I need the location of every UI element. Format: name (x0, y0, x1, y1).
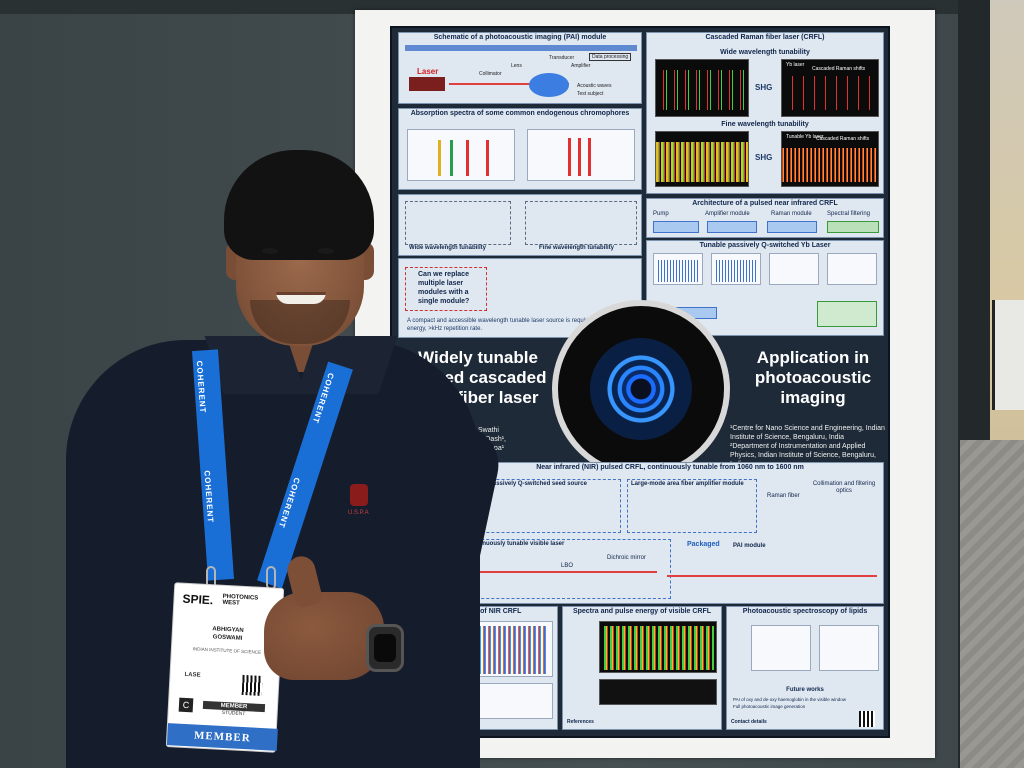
lbo-label: LBO (561, 563, 574, 569)
badge-footer: MEMBER (166, 723, 278, 751)
tunable-yb-label: Tunable Yb laser (786, 134, 824, 140)
fine-label: Fine wavelength tunability (539, 245, 615, 251)
data-processing-label: Data processing (589, 53, 632, 61)
panel-pai-title: Schematic of a photoacoustic imaging (PA… (433, 34, 607, 41)
laser-box (409, 77, 445, 91)
collimator-label: Collimator (479, 71, 502, 77)
absorption-chart-left (407, 129, 515, 181)
panel-absorption: Absorption spectra of some common endoge… (398, 108, 642, 190)
pa-lipids-title: Photoacoustic spectroscopy of lipids (742, 608, 868, 615)
future-item-1: PAI of oxy and de-oxy haemoglobin in the… (733, 697, 846, 702)
visible-spectra-title: Spectra and pulse energy of visible CRFL (572, 608, 712, 615)
panel-visible-spectra: Spectra and pulse energy of visible CRFL… (562, 606, 722, 730)
pai-module-label: PAI module (733, 543, 766, 549)
wide-label: Wide wavelength tunability (409, 245, 486, 251)
references-mid: References (567, 719, 594, 725)
collimation-label: Collimation and filtering optics (812, 481, 876, 494)
affiliations: ¹Centre for Nano Science and Engineering… (730, 425, 885, 468)
fiber-coil-icon (590, 338, 692, 440)
person-eye-left (262, 248, 278, 254)
person-eye-right (318, 248, 334, 254)
architecture-title: Architecture of a pulsed near infrared C… (692, 200, 838, 207)
amplifier-module-label: Amplifier module (705, 211, 750, 217)
panel-pai-schematic: Schematic of a photoacoustic imaging (PA… (398, 32, 642, 104)
panel-qswitched: Tunable passively Q-switched Yb Laser (646, 240, 884, 336)
smartwatch-face (374, 634, 396, 662)
badge-qr-icon (241, 674, 263, 696)
lens-label: Lens (511, 63, 522, 69)
contact-details: Contact details (731, 719, 767, 725)
qswitched-title: Tunable passively Q-switched Yb Laser (699, 242, 831, 249)
spectral-filtering-label: Spectral filtering (827, 211, 871, 217)
seed-source-label: Tunable passively Q-switched seed source (465, 481, 587, 487)
question-text: Can we replace multiple laser modules wi… (405, 267, 487, 311)
qr-code-icon (859, 711, 875, 727)
spectrum-nir-fine: Tunable Yb laser Cascaded Raman shifts (781, 131, 879, 187)
yb-laser-label: Yb laser (786, 62, 805, 68)
raman-module-label: Raman module (771, 211, 812, 217)
lanyard-text-2: COHERENT (202, 470, 216, 524)
panel-crfl: Cascaded Raman fiber laser (CRFL) Wide w… (646, 32, 884, 194)
panel-pa-lipids: Photoacoustic spectroscopy of lipids Fut… (726, 606, 884, 730)
large-mode-label: Large-mode area fiber amplifier module (631, 481, 744, 487)
panel-absorption-title: Absorption spectra of some common endoge… (410, 110, 630, 117)
shg-label-1: SHG (755, 83, 773, 92)
panel-nir-crfl: Near infrared (NIR) pulsed CRFL, continu… (456, 462, 884, 604)
poster-title-right: Application in photoacoustic imaging (754, 348, 872, 407)
packaged-label: Packaged (687, 541, 720, 548)
acoustic-waves-label: Acoustic waves (577, 83, 612, 89)
polo-logo-icon (350, 484, 368, 506)
cascaded-raman-label-2: Cascaded Raman shifts (816, 136, 870, 142)
panel-laser-modules: Wide wavelength tunability Fine waveleng… (398, 194, 642, 256)
person-hand (264, 592, 384, 680)
nir-title: Near infrared (NIR) pulsed CRFL, continu… (536, 464, 804, 471)
test-subject-label: Test subject (577, 91, 604, 97)
amplifier-label: Amplifier (571, 63, 591, 69)
absorption-chart-right (527, 129, 635, 181)
badge-institution: INDIAN INSTITUTE OF SCIENCE (192, 646, 262, 655)
wide-tunability-heading: Wide wavelength tunability (720, 49, 810, 56)
spectrum-visible-fine (655, 131, 749, 187)
pump-label: Pump (653, 211, 669, 217)
badge-c-mark: C (178, 697, 194, 713)
badge-category: LASE (184, 671, 201, 679)
conference-badge: SPIE. PHOTONICS WEST ABHIGYAN GOSWAMI IN… (165, 582, 285, 753)
fine-tunability-heading: Fine wavelength tunability (721, 121, 809, 128)
shg-label-2: SHG (755, 153, 773, 162)
future-works-title: Future works (786, 687, 824, 693)
person-hair (224, 150, 374, 260)
future-item-2: Full photoacoustic image generation (733, 704, 806, 709)
dichroic-label: Dichroic mirror (607, 555, 646, 561)
cascaded-raman-label-1: Cascaded Raman shifts (812, 66, 866, 72)
panel-architecture: Architecture of a pulsed near infrared C… (646, 198, 884, 238)
compact-note: A compact and accessible wavelength tuna… (407, 318, 634, 332)
raman-fiber-label: Raman fiber (767, 493, 800, 499)
transducer-label: Transducer (549, 55, 575, 61)
polo-logo-text: U.S.P.A (348, 510, 369, 516)
laser-label: Laser (417, 67, 439, 76)
lanyard-text-1: COHERENT (194, 360, 208, 414)
carpet-floor (960, 440, 1024, 768)
badge-event-name: PHOTONICS WEST (222, 593, 259, 607)
badge-spie-logo: SPIE. (182, 591, 214, 608)
visible-laser-label: Continuously tunable visible laser (467, 541, 565, 547)
person-smile (276, 292, 326, 304)
badge-attendee-name: ABHIGYAN GOSWAMI (212, 626, 244, 642)
spectrum-nir-wide: Yb laser Cascaded Raman shifts (781, 59, 879, 117)
spectrum-visible-wide (655, 59, 749, 117)
distant-poster (992, 300, 1024, 410)
panel-crfl-title: Cascaded Raman fiber laser (CRFL) (705, 34, 825, 41)
